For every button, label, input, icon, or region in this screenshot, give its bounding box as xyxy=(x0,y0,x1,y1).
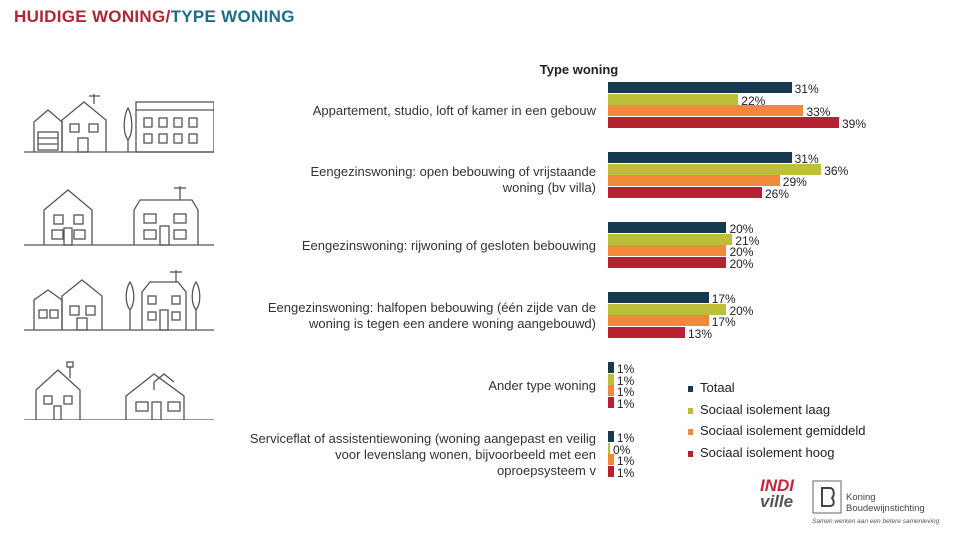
value-label-4-series-4: 13% xyxy=(688,326,713,341)
category-label-1: Appartement, studio, loft of kamer in ee… xyxy=(312,103,596,118)
value-label-5-series-4: 1% xyxy=(616,396,635,411)
category-label-6: Serviceflat of assistentiewoning (woning… xyxy=(249,431,596,478)
house-illustrations xyxy=(24,94,214,420)
page-title-part-1: HUIDIGE WONING/ xyxy=(14,7,171,26)
bar-6-series-3 xyxy=(608,454,614,465)
value-label-6-series-3: 1% xyxy=(616,454,635,468)
bar-3-series-1 xyxy=(608,222,727,233)
kbs-tagline: Samen werken aan een betere samenleving xyxy=(812,518,940,525)
house-row-4-icon xyxy=(24,361,214,420)
bar-3-series-4 xyxy=(608,256,727,268)
indiville-logo: INDI ville xyxy=(760,476,805,511)
bar-5-series-1 xyxy=(608,362,614,373)
value-label-4-series-1: 17% xyxy=(711,292,736,306)
value-label-6-series-1: 1% xyxy=(616,431,635,445)
partner-logos: INDI ville Koning Boudewijnstichting Sam… xyxy=(760,476,950,528)
legend-label-gemiddeld: Sociaal isolement gemiddeld xyxy=(700,423,866,438)
bar-6-series-4 xyxy=(608,465,614,477)
value-label-3-series-1: 20% xyxy=(729,222,754,236)
indiville-logo-line-1: INDI xyxy=(760,476,794,495)
category-label-3: Eengezinswoning: rijwoning of gesloten b… xyxy=(301,238,596,253)
value-label-5-series-3: 1% xyxy=(616,385,635,399)
bar-6-series-2 xyxy=(608,442,610,454)
category-label-5: Ander type woning xyxy=(488,378,596,393)
category-label-2: Eengezinswoning: open bebouwing of vrijs… xyxy=(310,164,596,195)
value-label-2-series-4: 26% xyxy=(765,186,790,201)
bar-3-series-2 xyxy=(608,233,733,245)
kbs-name-line-2: Boudewijnstichting xyxy=(846,503,925,514)
bar-1-series-1 xyxy=(608,82,792,93)
value-label-2-series-3: 29% xyxy=(782,175,807,189)
value-label-5-series-2: 1% xyxy=(616,373,635,388)
kbs-emblem-icon xyxy=(812,480,842,514)
bar-4-series-3 xyxy=(608,315,709,326)
legend-swatch-hoog xyxy=(688,450,693,457)
value-label-3-series-4: 20% xyxy=(729,256,754,271)
bar-6-series-1 xyxy=(608,431,614,442)
value-label-4-series-2: 20% xyxy=(729,303,754,318)
value-label-2-series-2: 36% xyxy=(824,163,849,178)
bar-5-series-2 xyxy=(608,373,614,385)
bar-1-series-2 xyxy=(608,93,739,105)
page-title: HUIDIGE WONING/TYPE WONING xyxy=(14,7,295,27)
bar-2-series-3 xyxy=(608,175,780,186)
category-label-4: Eengezinswoning: halfopen bebouwing (één… xyxy=(267,300,596,331)
bar-2-series-4 xyxy=(608,186,762,198)
value-label-1-series-2: 22% xyxy=(741,93,766,108)
value-label-2-series-1: 31% xyxy=(794,152,819,166)
value-label-3-series-3: 20% xyxy=(729,245,754,259)
house-row-1-icon xyxy=(24,94,214,153)
value-label-4-series-3: 17% xyxy=(711,315,736,329)
legend-label-laag: Sociaal isolement laag xyxy=(700,401,831,417)
legend-label-totaal: Totaal xyxy=(700,380,735,395)
value-label-6-series-4: 1% xyxy=(616,465,635,480)
bar-5-series-3 xyxy=(608,385,614,396)
legend-swatch-gemiddeld xyxy=(688,429,693,435)
bar-2-series-2 xyxy=(608,163,822,175)
bar-5-series-4 xyxy=(608,396,614,408)
bar-1-series-4 xyxy=(608,116,839,128)
chart-title: Type woning xyxy=(539,62,619,77)
house-row-3-icon xyxy=(24,270,214,331)
value-label-1-series-3: 33% xyxy=(806,105,831,119)
kbs-name: Koning Boudewijnstichting xyxy=(846,492,925,514)
value-label-1-series-4: 39% xyxy=(842,116,867,131)
legend-swatch-totaal xyxy=(688,386,693,392)
value-label-5-series-1: 1% xyxy=(616,362,635,376)
bar-2-series-1 xyxy=(608,152,792,163)
bar-4-series-2 xyxy=(608,303,727,315)
bar-3-series-3 xyxy=(608,245,727,256)
house-row-2-icon xyxy=(24,186,214,246)
legend-label-hoog: Sociaal isolement hoog xyxy=(700,444,835,460)
value-label-6-series-2: 0% xyxy=(613,442,631,457)
kbs-name-line-1: Koning xyxy=(846,492,876,503)
page-title-part-2: TYPE WONING xyxy=(170,7,295,26)
bar-4-series-1 xyxy=(608,292,709,303)
value-label-3-series-2: 21% xyxy=(735,233,760,248)
value-label-1-series-1: 31% xyxy=(794,82,819,96)
bar-1-series-3 xyxy=(608,105,804,116)
indiville-logo-line-2: ville xyxy=(760,492,794,511)
legend-swatch-laag xyxy=(688,407,693,414)
bar-4-series-4 xyxy=(608,326,685,338)
